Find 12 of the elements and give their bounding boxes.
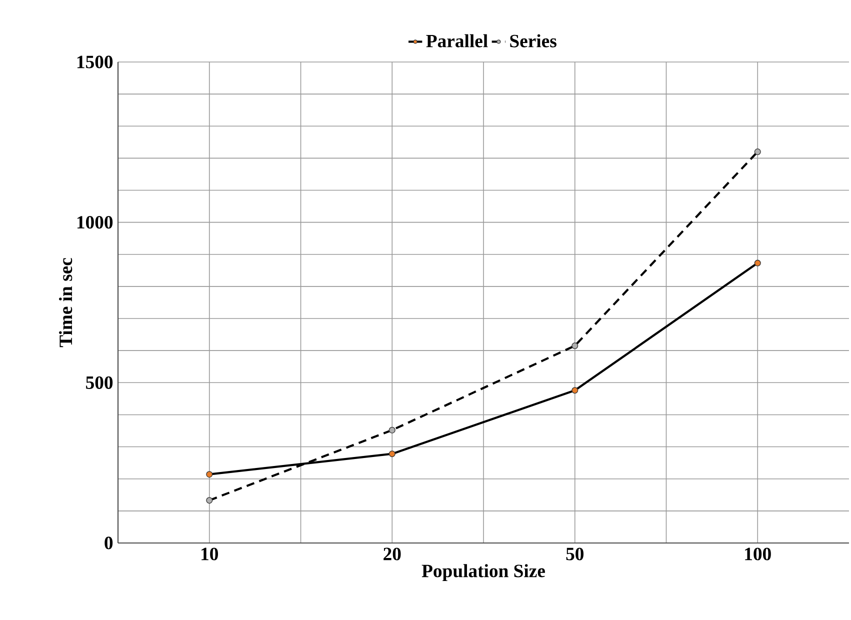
y-axis-title: Time in sec: [58, 258, 72, 348]
x-tick-label: 20: [384, 548, 401, 560]
y-tick-label: 1500: [77, 56, 113, 68]
y-tick-label: 500: [86, 376, 113, 389]
x-axis-title: Population Size: [422, 564, 545, 582]
x-tick-label: 50: [566, 548, 584, 560]
y-tick-label: 1000: [77, 216, 113, 229]
y-tick-label: 0: [104, 536, 113, 550]
legend-label: Series: [510, 34, 556, 48]
legend-label: Parallel: [426, 34, 488, 48]
x-tick-label: 100: [745, 548, 771, 560]
x-tick-label: 10: [202, 548, 218, 560]
